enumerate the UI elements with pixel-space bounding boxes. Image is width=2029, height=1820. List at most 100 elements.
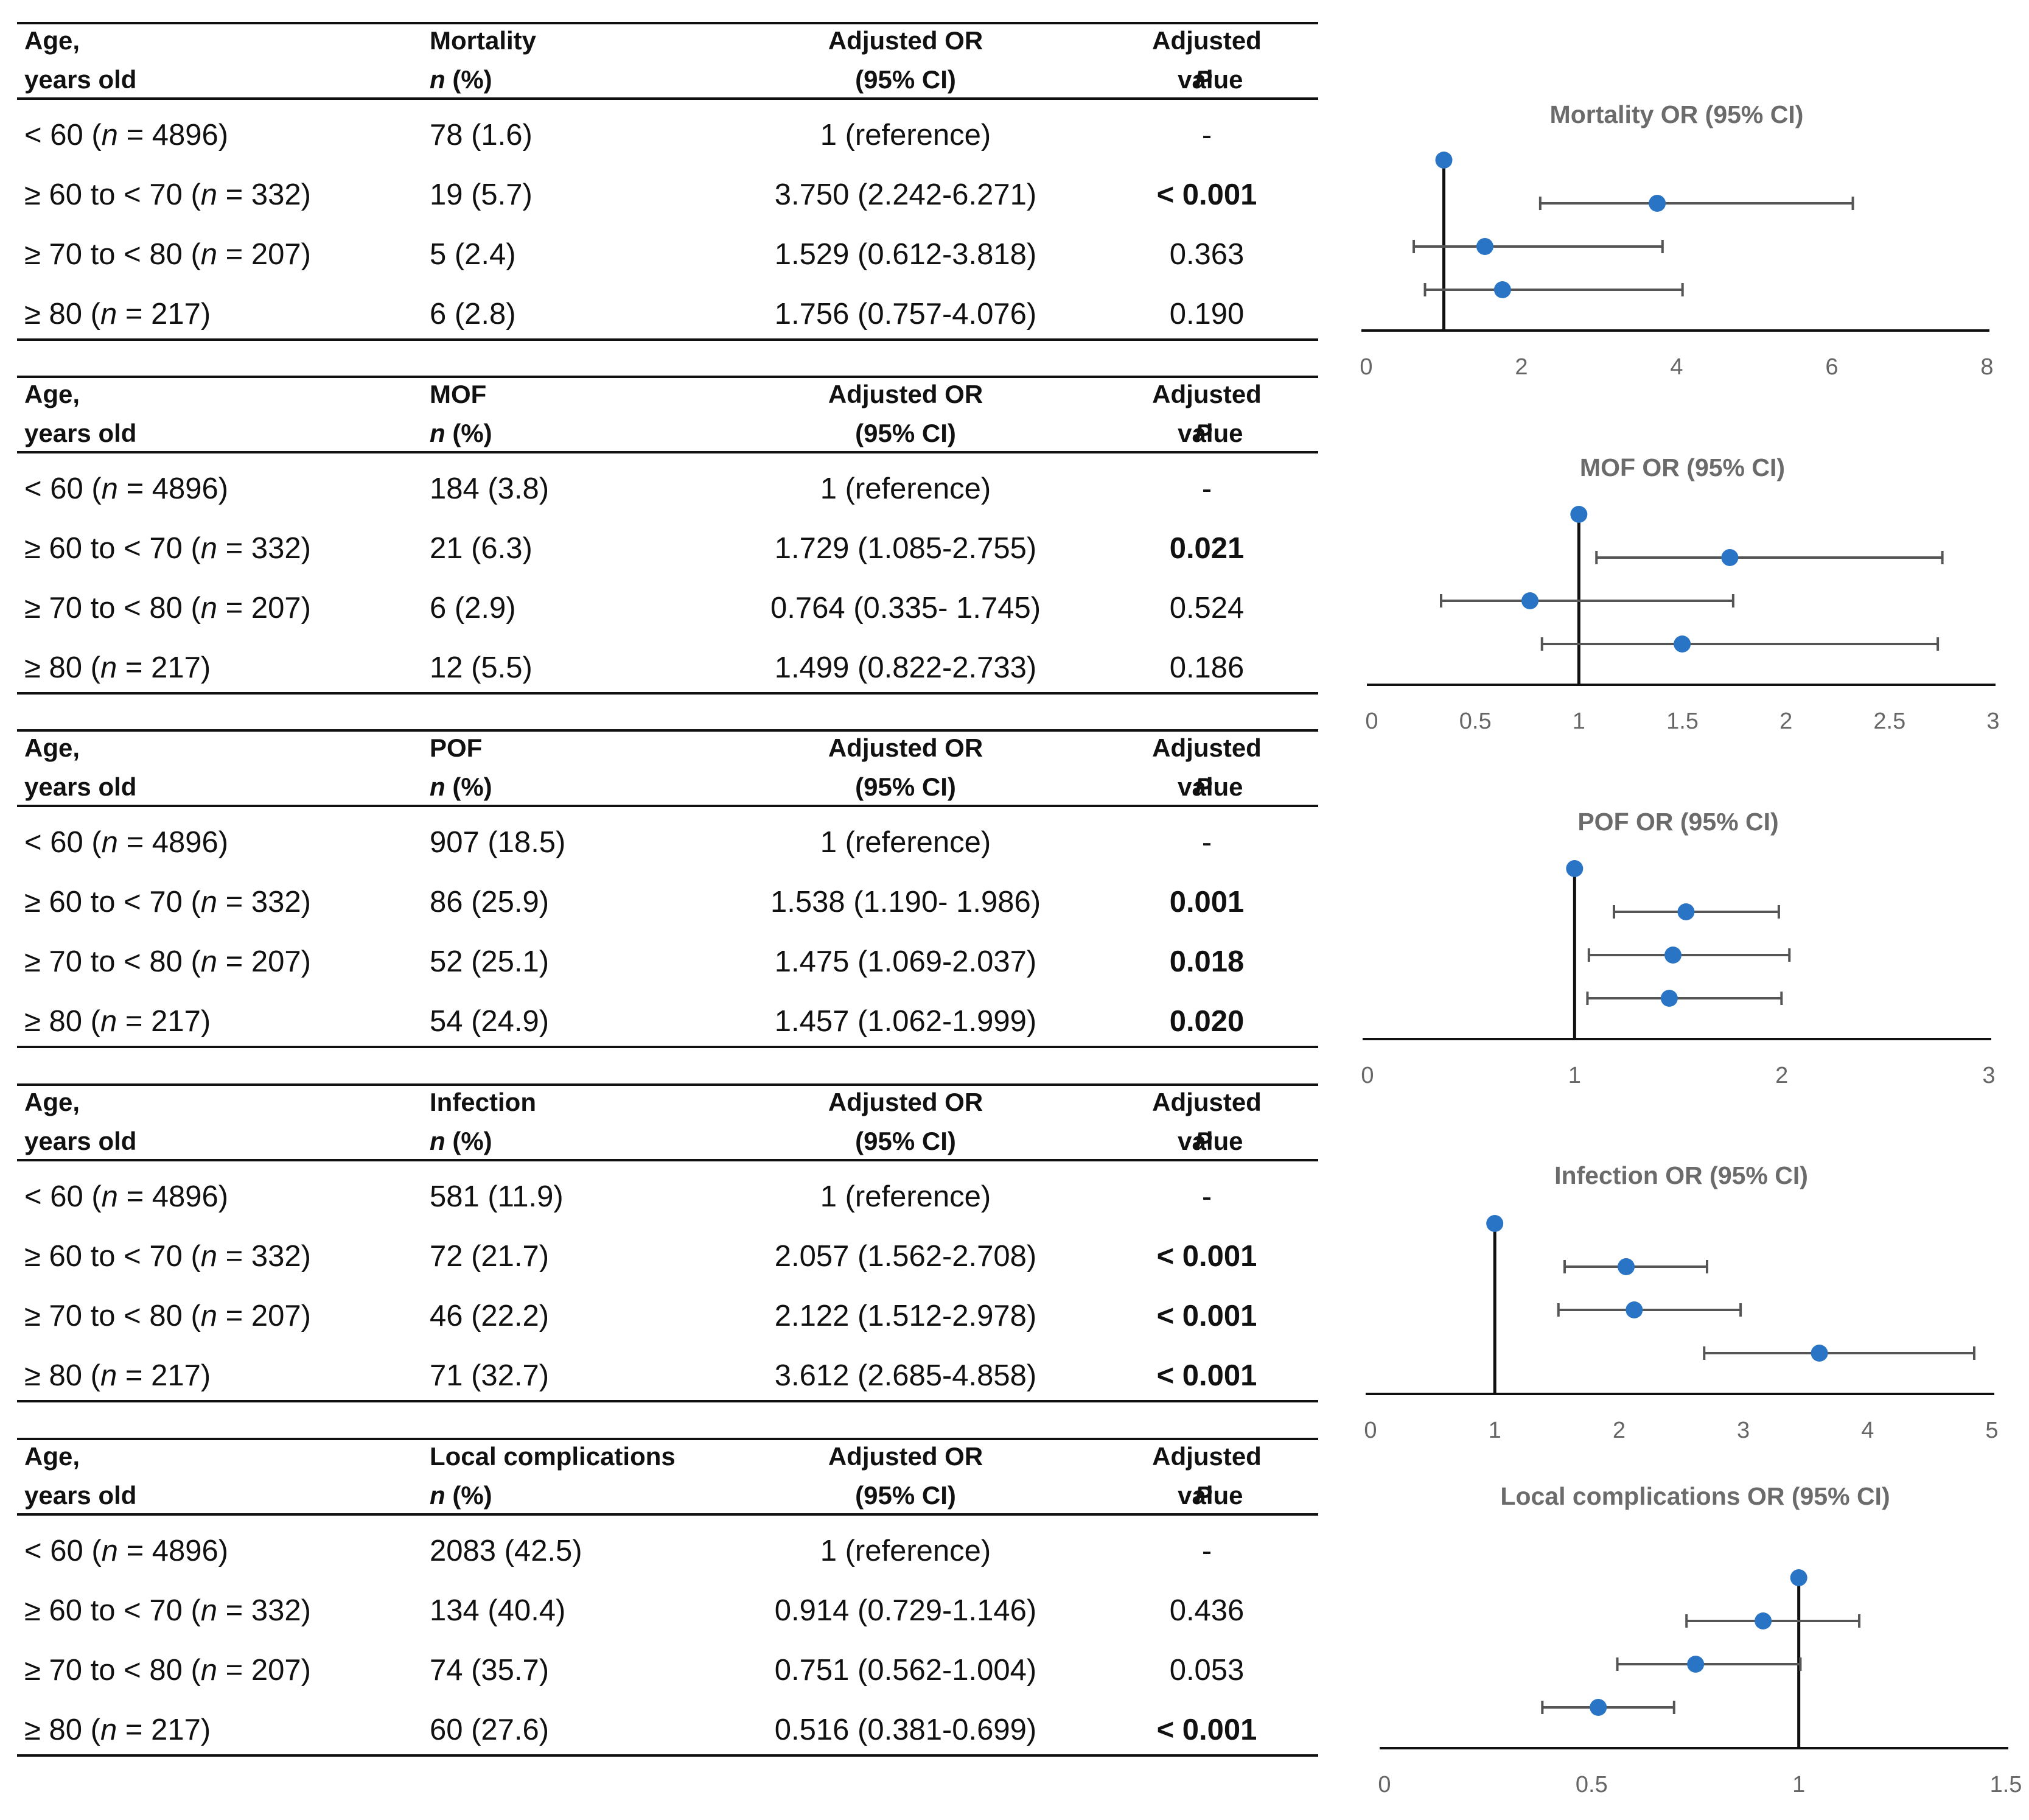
header-age-line2: years old xyxy=(24,65,137,94)
age-group: ≥ 80 ( xyxy=(24,1359,100,1392)
header-age: Age, xyxy=(24,735,80,761)
header-age-line2: years old xyxy=(24,419,137,447)
p-value-word: value xyxy=(1178,1127,1243,1155)
x-tick-label: 3 xyxy=(1737,1418,1750,1443)
n-symbol: n xyxy=(200,1594,218,1627)
top-rule xyxy=(17,22,1318,24)
n-value: = 217) xyxy=(125,1359,211,1392)
x-tick-label: 1.5 xyxy=(1666,709,1699,734)
odds-ratio: 1 (reference) xyxy=(820,826,991,859)
p-value: 0.190 xyxy=(1169,298,1245,331)
forest-plot-4: Infection OR (95% CI) 0 1 2 3 4 5 xyxy=(1364,1161,1998,1443)
event-count: 907 (18.5) xyxy=(430,826,566,859)
header-rule xyxy=(17,1513,1318,1516)
x-tick-label: 1.5 xyxy=(1990,1772,2022,1797)
n-value: = 332) xyxy=(225,1594,311,1627)
or-point xyxy=(1755,1612,1772,1629)
x-tick-label: 2 xyxy=(1779,709,1792,734)
n-value: = 217) xyxy=(125,651,211,684)
n-symbol: n xyxy=(430,1127,445,1155)
n-symbol: n xyxy=(200,945,218,978)
pct-label: (%) xyxy=(452,1481,492,1510)
event-count-cell: 72 (21.7) xyxy=(430,1242,549,1272)
x-tick-label: 3 xyxy=(1986,709,1999,734)
forest-plot-1: Mortality OR (95% CI) 0 2 4 6 8 xyxy=(1360,100,1993,380)
age-group-cell: ≥ 70 to < 80 (n = 207) xyxy=(24,1656,311,1685)
n-symbol: n xyxy=(200,886,218,919)
header-age-line1: Age, xyxy=(24,733,80,762)
header-p-line1: Adjusted xyxy=(1152,1088,1262,1116)
age-group: < 60 ( xyxy=(24,826,102,859)
header-or-line2: (95% CI) xyxy=(855,65,956,94)
x-tick-label: 8 xyxy=(1980,354,1993,380)
p-value: - xyxy=(1201,1180,1212,1213)
event-count: 74 (35.7) xyxy=(430,1654,550,1687)
x-tick-label: 0 xyxy=(1378,1772,1391,1797)
n-value: = 4896) xyxy=(126,826,229,859)
x-tick-label: 0 xyxy=(1365,709,1378,734)
header-years-old: years old xyxy=(24,774,136,800)
event-count: 52 (25.1) xyxy=(430,945,550,978)
p-value: < 0.001 xyxy=(1156,1359,1257,1392)
or-point xyxy=(1476,238,1493,255)
event-count: 60 (27.6) xyxy=(430,1713,550,1746)
header-years-old: years old xyxy=(24,1129,136,1154)
event-count-cell: 19 (5.7) xyxy=(430,180,533,210)
age-group-cell: ≥ 60 to < 70 (n = 332) xyxy=(24,887,311,917)
header-age: Age, xyxy=(24,1444,80,1469)
n-value: = 207) xyxy=(225,1654,311,1687)
x-tick-label: 0 xyxy=(1360,354,1372,380)
bottom-rule xyxy=(17,338,1318,341)
header-outcome: Mortality xyxy=(430,28,536,54)
x-tick-label: 2 xyxy=(1775,1063,1788,1088)
p-value: - xyxy=(1201,826,1212,859)
odds-ratio: 1.538 (1.190- 1.986) xyxy=(770,886,1041,919)
header-outcome: Infection xyxy=(430,1090,536,1115)
or-point xyxy=(1811,1345,1828,1362)
header-outcome: POF xyxy=(430,735,482,761)
p-value-word: value xyxy=(1178,1481,1243,1510)
n-value: = 207) xyxy=(225,238,311,271)
p-symbol: P xyxy=(1195,419,1212,447)
odds-ratio: 1 (reference) xyxy=(820,119,991,152)
bottom-rule xyxy=(17,1754,1318,1757)
n-value: = 217) xyxy=(125,298,211,331)
outcome-label: Mortality xyxy=(430,26,537,55)
or-point xyxy=(1435,152,1453,169)
odds-ratio: 0.764 (0.335- 1.745) xyxy=(770,592,1041,625)
header-n-pct: n (%) xyxy=(430,67,492,93)
bottom-rule xyxy=(17,1046,1318,1048)
chart-title: Local complications OR (95% CI) xyxy=(1500,1482,1890,1510)
p-value: 0.021 xyxy=(1169,532,1245,565)
chart-title: POF OR (95% CI) xyxy=(1577,808,1778,836)
header-or-line1: Adjusted OR xyxy=(828,26,983,55)
outcome-label: Local complications xyxy=(430,1442,676,1471)
event-count-cell: 5 (2.4) xyxy=(430,240,516,270)
n-value: = 207) xyxy=(225,1300,311,1332)
n-symbol: n xyxy=(200,532,218,565)
n-value: = 332) xyxy=(225,178,311,211)
age-group: ≥ 70 to < 80 ( xyxy=(24,238,201,271)
age-group: ≥ 60 to < 70 ( xyxy=(24,532,201,565)
x-tick-label: 2.5 xyxy=(1873,709,1905,734)
p-value-word: value xyxy=(1178,772,1243,801)
header-n-pct: n (%) xyxy=(430,1483,492,1508)
p-value: 0.363 xyxy=(1169,238,1245,271)
header-rule xyxy=(17,805,1318,807)
header-or-line1: Adjusted OR xyxy=(828,733,983,762)
event-count: 184 (3.8) xyxy=(430,472,550,505)
header-p-line1: Adjusted xyxy=(1152,1442,1262,1471)
n-value: = 217) xyxy=(125,1005,211,1038)
age-group-cell: < 60 (n = 4896) xyxy=(24,474,228,504)
or-point xyxy=(1566,860,1584,877)
p-value-label: P value xyxy=(1178,1483,1243,1508)
header-age-line1: Age, xyxy=(24,26,80,55)
p-value: < 0.001 xyxy=(1156,1713,1257,1746)
bottom-rule xyxy=(17,692,1318,695)
age-group-cell: ≥ 60 to < 70 (n = 332) xyxy=(24,1242,311,1272)
event-count-cell: 21 (6.3) xyxy=(430,534,533,564)
age-group: ≥ 70 to < 80 ( xyxy=(24,945,201,978)
header-age-line2: years old xyxy=(24,1481,137,1510)
event-count-cell: 6 (2.9) xyxy=(430,593,516,623)
header-p-line1: Adjusted xyxy=(1152,733,1262,762)
